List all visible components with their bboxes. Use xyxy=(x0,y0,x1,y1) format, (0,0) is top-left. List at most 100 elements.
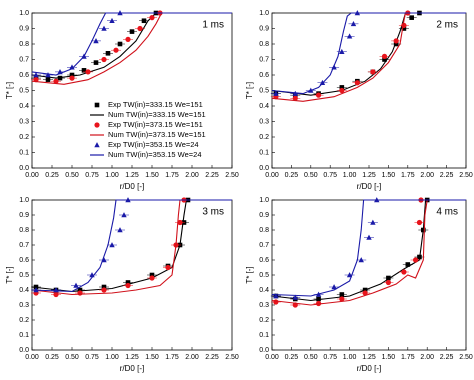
y-axis-label: T* [-] xyxy=(5,82,14,99)
y-tick-label: 0.1 xyxy=(259,149,269,156)
y-tick-label: 0.0 xyxy=(259,347,269,354)
marker xyxy=(94,102,100,108)
x-tick-label: 0.25 xyxy=(285,354,299,361)
x-tick-label: 1.50 xyxy=(145,354,159,361)
marker xyxy=(358,257,364,263)
x-tick-label: 1.00 xyxy=(105,172,119,179)
y-axis-label: T* [-] xyxy=(5,266,14,283)
line-series xyxy=(31,12,232,76)
x-tick-label: 2.25 xyxy=(440,354,454,361)
x-tick-label: 1.75 xyxy=(165,172,179,179)
y-tick-label: 1.0 xyxy=(259,10,269,17)
y-tick-label: 0.5 xyxy=(259,272,269,279)
marker xyxy=(315,92,322,98)
y-tick-label: 0.6 xyxy=(259,257,269,264)
marker xyxy=(370,69,376,75)
marker xyxy=(339,296,345,302)
marker xyxy=(350,20,357,27)
x-tick-label: 2.00 xyxy=(420,354,434,361)
y-tick-label: 0.1 xyxy=(259,332,269,339)
marker xyxy=(412,257,419,263)
panel-title: 2 ms xyxy=(436,20,458,31)
y-tick-label: 0.3 xyxy=(259,118,269,125)
x-axis-label: r/D0 [-] xyxy=(120,364,144,373)
y-tick-label: 0.8 xyxy=(259,227,269,234)
line-series xyxy=(271,199,466,297)
y-tick-label: 0.0 xyxy=(19,347,29,354)
legend-label: Exp TW(in)=353.15 We=24 xyxy=(108,140,199,149)
marker xyxy=(105,51,111,56)
y-tick-label: 0.5 xyxy=(19,87,29,94)
legend-label: Num TW(in)=333.15 We=151 xyxy=(108,110,206,119)
x-tick-label: 1.75 xyxy=(401,172,415,179)
x-tick-label: 0.50 xyxy=(65,354,79,361)
marker xyxy=(101,25,107,31)
marker xyxy=(393,38,399,44)
marker xyxy=(117,41,123,47)
line-series xyxy=(271,12,466,102)
x-tick-label: 2.25 xyxy=(205,354,219,361)
marker xyxy=(109,17,115,24)
marker xyxy=(45,77,51,82)
y-tick-label: 0.7 xyxy=(259,242,269,249)
y-tick-label: 0.5 xyxy=(19,272,29,279)
x-tick-label: 2.25 xyxy=(205,172,219,179)
x-tick-label: 0.75 xyxy=(85,354,99,361)
x-tick-label: 2.50 xyxy=(459,172,473,179)
x-tick-label: 2.50 xyxy=(225,172,239,179)
y-tick-label: 0.1 xyxy=(19,332,29,339)
marker xyxy=(393,41,399,47)
y-tick-label: 0.2 xyxy=(259,317,269,324)
x-tick-label: 0.00 xyxy=(25,172,39,179)
marker xyxy=(69,64,75,70)
x-tick-label: 1.50 xyxy=(382,172,396,179)
x-tick-label: 0.25 xyxy=(285,172,299,179)
marker xyxy=(319,79,326,86)
marker xyxy=(69,72,75,78)
x-tick-label: 0.50 xyxy=(304,354,318,361)
y-tick-label: 0.0 xyxy=(259,165,269,172)
x-tick-label: 0.25 xyxy=(45,354,59,361)
y-tick-label: 0.7 xyxy=(19,56,29,63)
marker xyxy=(401,269,407,275)
x-tick-label: 1.25 xyxy=(362,354,376,361)
marker xyxy=(94,122,100,128)
y-tick-label: 1.0 xyxy=(19,197,29,204)
x-tick-label: 2.50 xyxy=(459,354,473,361)
y-tick-label: 0.9 xyxy=(19,25,29,32)
y-tick-label: 0.2 xyxy=(259,134,269,141)
y-tick-label: 0.2 xyxy=(19,317,29,324)
x-tick-label: 2.25 xyxy=(440,172,454,179)
marker xyxy=(94,142,100,148)
x-tick-label: 2.00 xyxy=(185,172,199,179)
y-tick-label: 0.4 xyxy=(19,287,29,294)
line-series xyxy=(271,12,466,95)
y-tick-label: 0.8 xyxy=(19,227,29,234)
legend-label: Num TW(in)=353.15 We=24 xyxy=(108,150,202,159)
marker xyxy=(405,262,411,267)
x-tick-label: 1.25 xyxy=(125,172,139,179)
marker xyxy=(370,219,376,225)
x-tick-label: 0.75 xyxy=(323,354,337,361)
line-series xyxy=(271,199,466,306)
marker xyxy=(141,18,147,24)
y-axis-label: T* [-] xyxy=(245,82,254,99)
line-series xyxy=(31,199,232,293)
marker xyxy=(45,72,51,78)
marker xyxy=(366,234,372,240)
x-tick-label: 0.00 xyxy=(25,354,39,361)
y-tick-label: 0.7 xyxy=(259,56,269,63)
x-tick-label: 1.25 xyxy=(362,172,376,179)
x-tick-label: 1.00 xyxy=(105,354,119,361)
marker xyxy=(292,294,298,300)
marker xyxy=(385,279,391,286)
x-tick-label: 2.00 xyxy=(420,172,434,179)
x-tick-label: 1.00 xyxy=(343,172,357,179)
marker xyxy=(125,36,131,42)
marker xyxy=(101,287,107,293)
marker xyxy=(273,293,279,299)
x-tick-label: 0.00 xyxy=(265,172,279,179)
marker xyxy=(339,292,345,297)
